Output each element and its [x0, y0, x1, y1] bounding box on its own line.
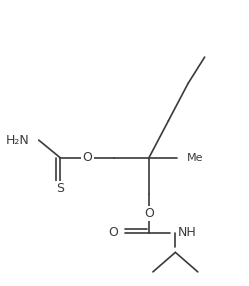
Text: O: O [144, 207, 154, 220]
Text: H₂N: H₂N [6, 134, 30, 146]
Text: Me: Me [187, 153, 204, 163]
Text: NH: NH [177, 226, 196, 239]
Text: O: O [108, 226, 118, 239]
Text: S: S [56, 182, 64, 195]
Text: O: O [83, 151, 92, 164]
